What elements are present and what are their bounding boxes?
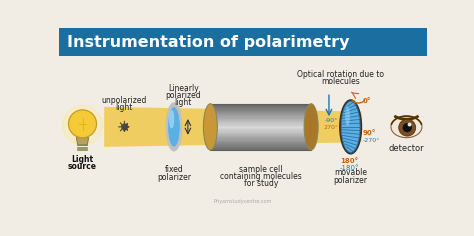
Ellipse shape	[304, 104, 318, 150]
Text: 0°: 0°	[363, 98, 372, 104]
Bar	[210, 136, 311, 137]
Bar	[210, 121, 311, 122]
Circle shape	[63, 105, 103, 145]
Ellipse shape	[340, 100, 362, 154]
Ellipse shape	[345, 106, 350, 126]
Bar	[210, 122, 311, 123]
Text: Light: Light	[72, 155, 93, 164]
Ellipse shape	[170, 111, 173, 128]
Bar	[210, 123, 311, 125]
Bar	[210, 125, 311, 126]
Bar	[210, 137, 311, 139]
Bar	[210, 148, 311, 149]
Bar	[210, 145, 311, 147]
Bar	[210, 114, 311, 115]
Circle shape	[402, 123, 412, 132]
Ellipse shape	[203, 104, 218, 150]
Bar	[210, 130, 311, 131]
Bar	[210, 147, 311, 148]
Ellipse shape	[341, 101, 360, 152]
Text: molecules: molecules	[321, 77, 360, 86]
Bar	[210, 142, 311, 143]
Text: Instrumentation of polarimetry: Instrumentation of polarimetry	[67, 35, 349, 50]
Bar	[210, 107, 311, 108]
Bar	[210, 131, 311, 133]
Text: -270°: -270°	[363, 138, 380, 143]
Bar	[210, 115, 311, 117]
Bar	[210, 129, 311, 130]
Text: Optical rotation due to: Optical rotation due to	[297, 70, 384, 79]
Text: -180°: -180°	[339, 165, 359, 171]
Text: movable: movable	[334, 169, 367, 177]
Text: fixed: fixed	[164, 165, 183, 174]
Text: Priyamstudycentre.com: Priyamstudycentre.com	[214, 199, 272, 204]
Bar	[210, 134, 311, 135]
Text: source: source	[68, 162, 97, 171]
Bar	[210, 127, 311, 128]
Polygon shape	[76, 138, 89, 145]
Bar	[210, 113, 311, 114]
Bar	[210, 126, 311, 127]
Bar	[210, 119, 311, 120]
Text: unpolarized: unpolarized	[101, 96, 147, 105]
Text: polarizer: polarizer	[334, 176, 368, 185]
Text: light: light	[174, 98, 192, 107]
Bar	[210, 141, 311, 142]
Bar	[210, 149, 311, 150]
Circle shape	[408, 123, 411, 126]
Text: polarizer: polarizer	[157, 173, 191, 182]
Bar	[210, 108, 311, 110]
Bar	[210, 117, 311, 118]
Bar	[210, 144, 311, 145]
Bar	[210, 128, 311, 129]
Bar	[210, 118, 311, 119]
Bar	[210, 105, 311, 106]
Bar	[210, 104, 311, 105]
Bar	[210, 111, 311, 112]
Text: light: light	[116, 103, 133, 112]
Text: -90°: -90°	[325, 118, 338, 123]
Text: polarized: polarized	[165, 91, 201, 100]
Circle shape	[65, 107, 100, 141]
Bar	[210, 139, 311, 141]
Ellipse shape	[166, 103, 182, 151]
Ellipse shape	[391, 116, 422, 138]
Bar	[59, 28, 427, 56]
Bar	[210, 143, 311, 144]
Text: 270°: 270°	[323, 125, 338, 130]
Text: 90°: 90°	[363, 130, 376, 136]
Text: detector: detector	[389, 144, 424, 153]
Bar	[210, 110, 311, 111]
Bar	[210, 104, 311, 150]
Bar	[210, 120, 311, 121]
Bar	[210, 106, 311, 107]
Circle shape	[70, 111, 95, 136]
Text: containing molecules: containing molecules	[220, 172, 301, 181]
Text: for study: for study	[244, 179, 278, 188]
Ellipse shape	[169, 108, 179, 146]
Text: Linearly: Linearly	[168, 84, 199, 93]
Polygon shape	[104, 107, 362, 147]
Circle shape	[399, 119, 416, 136]
Bar	[210, 112, 311, 113]
Text: 180°: 180°	[340, 158, 358, 164]
Text: sample cell: sample cell	[239, 165, 283, 174]
Circle shape	[69, 110, 96, 138]
Bar	[210, 135, 311, 136]
Bar	[210, 133, 311, 134]
